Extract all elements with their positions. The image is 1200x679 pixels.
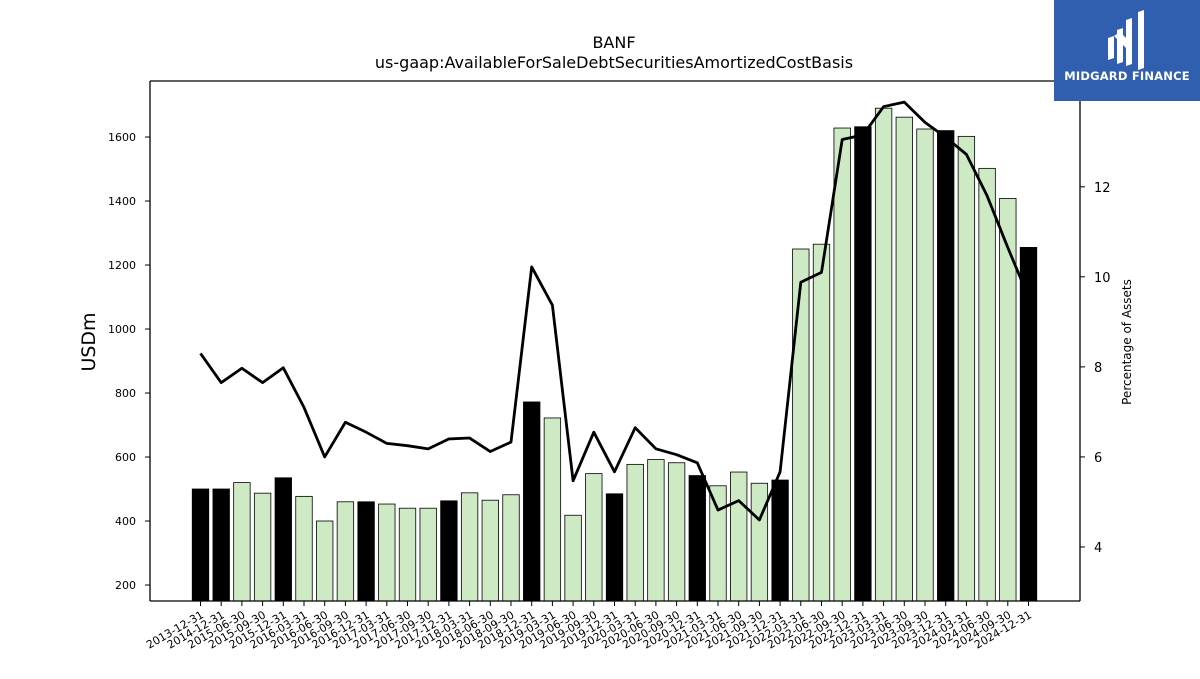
bar-2019-12-31	[605, 493, 624, 602]
y-tick-label: 1600	[108, 131, 136, 144]
axes-layer: 200400600800100012001400160046810122013-…	[108, 80, 1111, 652]
bar-2022-12-31	[854, 126, 872, 602]
bar-2015-12-31	[274, 477, 292, 602]
bar-2022-09-30	[833, 127, 851, 602]
bar-2022-06-30	[812, 243, 831, 602]
bar-2017-09-30	[419, 507, 437, 602]
y2-axis-label: Percentage of Assets	[1120, 279, 1134, 405]
chart-subtitle: us-gaap:AvailableForSaleDebtSecuritiesAm…	[375, 53, 853, 72]
bar-2018-06-30	[481, 499, 499, 602]
y-tick-label: 400	[115, 515, 136, 528]
y2-tick-label: 8	[1094, 361, 1102, 376]
y-tick-label: 800	[115, 387, 136, 400]
bar-2024-06-30	[978, 167, 996, 602]
bar-2024-03-31	[957, 135, 976, 602]
line-layer	[199, 100, 1030, 522]
bar-2020-03-31	[626, 463, 644, 602]
bar-2018-09-30	[502, 494, 520, 602]
y-axis-label: USDm	[78, 312, 100, 371]
bar-2019-09-30	[585, 473, 603, 602]
bar-2013-12-31	[191, 488, 210, 602]
bar-2021-06-30	[730, 471, 748, 602]
bar-2024-12-31	[1019, 246, 1038, 602]
bar-2023-09-30	[916, 128, 934, 602]
bar-2015-06-30	[233, 482, 251, 602]
bar-2020-09-30	[667, 462, 686, 602]
y2-tick-label: 12	[1094, 181, 1111, 196]
bar-2023-06-30	[895, 116, 913, 602]
bar-2019-06-30	[564, 514, 582, 602]
brand-logo: MIDGARD FINANCE	[1054, 0, 1200, 101]
bar-2020-06-30	[647, 459, 665, 602]
bar-2017-12-31	[440, 500, 458, 602]
chart-title: BANF	[592, 33, 635, 52]
brand-logo-text: MIDGARD FINANCE	[1064, 69, 1190, 83]
bar-2017-03-31	[378, 503, 396, 602]
bar-2020-12-31	[688, 475, 706, 602]
midgard-logo-icon	[1108, 10, 1144, 70]
bar-2016-12-31	[357, 501, 375, 602]
bar-2018-03-31	[460, 492, 479, 602]
bars-layer	[191, 107, 1038, 602]
y2-tick-label: 6	[1094, 451, 1102, 466]
bar-2023-03-31	[874, 107, 893, 602]
bar-2017-06-30	[398, 507, 417, 602]
bar-2016-06-30	[316, 520, 334, 602]
bar-2016-03-31	[295, 495, 313, 602]
y-tick-label: 200	[115, 579, 136, 592]
bar-2021-12-31	[771, 479, 789, 602]
bar-2022-03-31	[792, 248, 810, 602]
bar-2021-09-30	[750, 482, 769, 602]
percentage-line	[199, 100, 1030, 522]
y-tick-label: 1200	[108, 259, 136, 272]
y2-tick-label: 4	[1094, 541, 1102, 556]
bar-2023-12-31	[937, 130, 955, 602]
y-tick-label: 1400	[108, 195, 136, 208]
y-tick-label: 600	[115, 451, 136, 464]
bar-2014-12-31	[212, 488, 230, 602]
bar-2015-09-30	[253, 492, 272, 602]
bar-2018-12-31	[523, 401, 541, 602]
bar-2021-03-31	[709, 485, 727, 602]
bar-2019-03-31	[543, 417, 562, 602]
bar-2016-09-30	[336, 501, 355, 602]
y-tick-label: 1000	[108, 323, 136, 336]
y2-tick-label: 10	[1094, 271, 1111, 286]
